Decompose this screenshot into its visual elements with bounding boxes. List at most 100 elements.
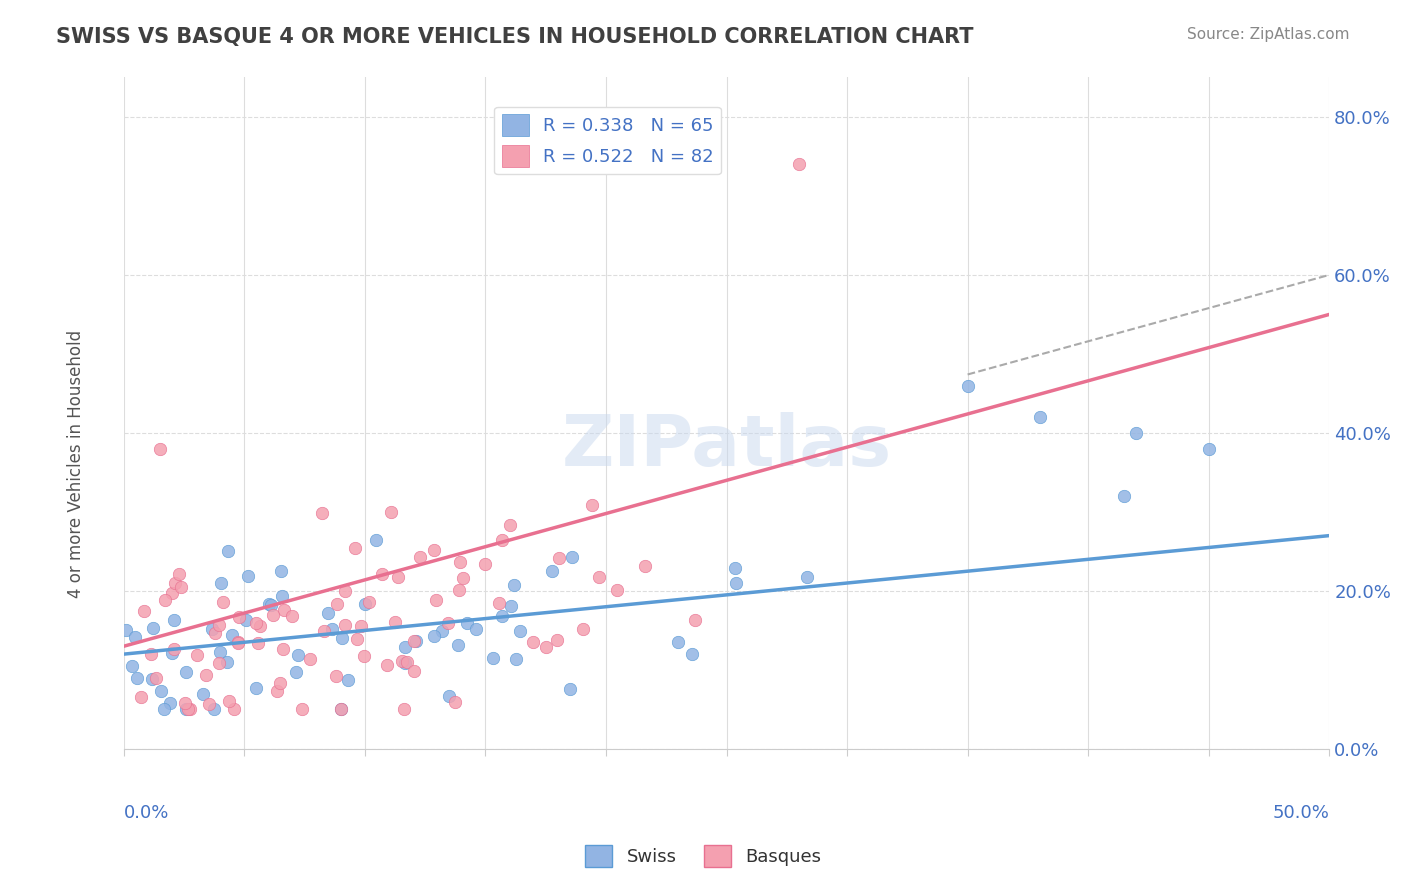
Point bbox=[316, 607, 339, 621]
Point bbox=[357, 595, 380, 609]
Point bbox=[174, 665, 197, 679]
Point bbox=[325, 668, 347, 682]
Point bbox=[634, 559, 657, 574]
Point bbox=[482, 651, 505, 665]
Point bbox=[159, 696, 181, 710]
Point bbox=[402, 665, 425, 679]
Point bbox=[211, 595, 233, 609]
Point bbox=[160, 586, 183, 600]
Point bbox=[606, 583, 628, 598]
Point bbox=[444, 695, 467, 709]
Point bbox=[364, 533, 387, 547]
Point bbox=[115, 623, 138, 637]
Point bbox=[572, 622, 595, 636]
Point bbox=[257, 597, 280, 611]
Point bbox=[311, 506, 333, 520]
Point bbox=[165, 576, 187, 591]
Point bbox=[395, 655, 418, 669]
Point bbox=[273, 603, 295, 617]
Point bbox=[321, 622, 343, 636]
Point bbox=[534, 640, 557, 654]
Point bbox=[683, 613, 706, 627]
Point bbox=[249, 619, 271, 633]
Point bbox=[124, 630, 146, 644]
Point bbox=[226, 636, 249, 650]
Point bbox=[405, 634, 427, 648]
Point bbox=[465, 622, 488, 636]
Point bbox=[170, 580, 193, 594]
Point bbox=[218, 693, 240, 707]
Point bbox=[177, 702, 200, 716]
Text: SWISS VS BASQUE 4 OR MORE VEHICLES IN HOUSEHOLD CORRELATION CHART: SWISS VS BASQUE 4 OR MORE VEHICLES IN HO… bbox=[56, 27, 974, 46]
Point bbox=[380, 505, 402, 519]
Point bbox=[491, 533, 513, 547]
Point bbox=[371, 567, 394, 582]
Point bbox=[259, 599, 281, 613]
Point bbox=[201, 622, 224, 636]
Point bbox=[236, 569, 259, 583]
Point bbox=[394, 702, 416, 716]
Point bbox=[354, 597, 377, 611]
Point bbox=[221, 628, 243, 642]
Point bbox=[271, 590, 294, 604]
Point bbox=[163, 613, 186, 627]
Point bbox=[353, 648, 375, 663]
Point bbox=[150, 684, 173, 698]
Point bbox=[202, 702, 225, 716]
Point bbox=[330, 632, 353, 646]
Point bbox=[141, 673, 163, 687]
Point bbox=[1125, 425, 1147, 440]
Point bbox=[208, 618, 231, 632]
Point bbox=[1029, 410, 1052, 425]
Point bbox=[724, 576, 747, 591]
Point bbox=[456, 616, 478, 631]
Text: 0.0%: 0.0% bbox=[124, 805, 169, 822]
Point bbox=[174, 702, 197, 716]
Point bbox=[312, 624, 335, 639]
Point bbox=[222, 702, 245, 716]
Point bbox=[546, 633, 568, 648]
Point bbox=[394, 640, 416, 654]
Point bbox=[505, 651, 527, 665]
Point bbox=[1198, 442, 1220, 456]
Point bbox=[169, 567, 191, 582]
Text: 4 or more Vehicles in Household: 4 or more Vehicles in Household bbox=[66, 329, 84, 598]
Point bbox=[491, 608, 513, 623]
Point bbox=[391, 655, 413, 669]
Point bbox=[343, 541, 366, 555]
Point bbox=[191, 687, 214, 701]
Point bbox=[588, 569, 610, 583]
Point bbox=[121, 658, 143, 673]
Point bbox=[337, 673, 360, 687]
Point bbox=[139, 648, 162, 662]
Point bbox=[425, 592, 447, 607]
Point bbox=[430, 624, 453, 638]
Point bbox=[208, 645, 231, 659]
Text: Source: ZipAtlas.com: Source: ZipAtlas.com bbox=[1187, 27, 1350, 42]
Point bbox=[326, 597, 349, 611]
Point bbox=[217, 543, 239, 558]
Point bbox=[447, 583, 470, 598]
Point bbox=[437, 616, 460, 631]
Point bbox=[499, 599, 522, 613]
Point bbox=[404, 634, 426, 648]
Point bbox=[488, 596, 510, 610]
Point bbox=[287, 648, 309, 662]
Point bbox=[132, 604, 155, 618]
Point bbox=[142, 621, 165, 635]
Text: ZIPatlas: ZIPatlas bbox=[561, 412, 891, 482]
Point bbox=[145, 671, 167, 685]
Point bbox=[581, 499, 603, 513]
Point bbox=[666, 635, 689, 649]
Point bbox=[447, 638, 470, 652]
Point bbox=[285, 665, 308, 679]
Point bbox=[149, 442, 172, 457]
Point bbox=[437, 690, 460, 704]
Point bbox=[271, 641, 294, 656]
Point bbox=[247, 636, 270, 650]
Point bbox=[155, 592, 177, 607]
Point bbox=[409, 549, 432, 564]
Point bbox=[453, 571, 475, 585]
Point bbox=[291, 702, 314, 716]
Point bbox=[787, 157, 810, 171]
